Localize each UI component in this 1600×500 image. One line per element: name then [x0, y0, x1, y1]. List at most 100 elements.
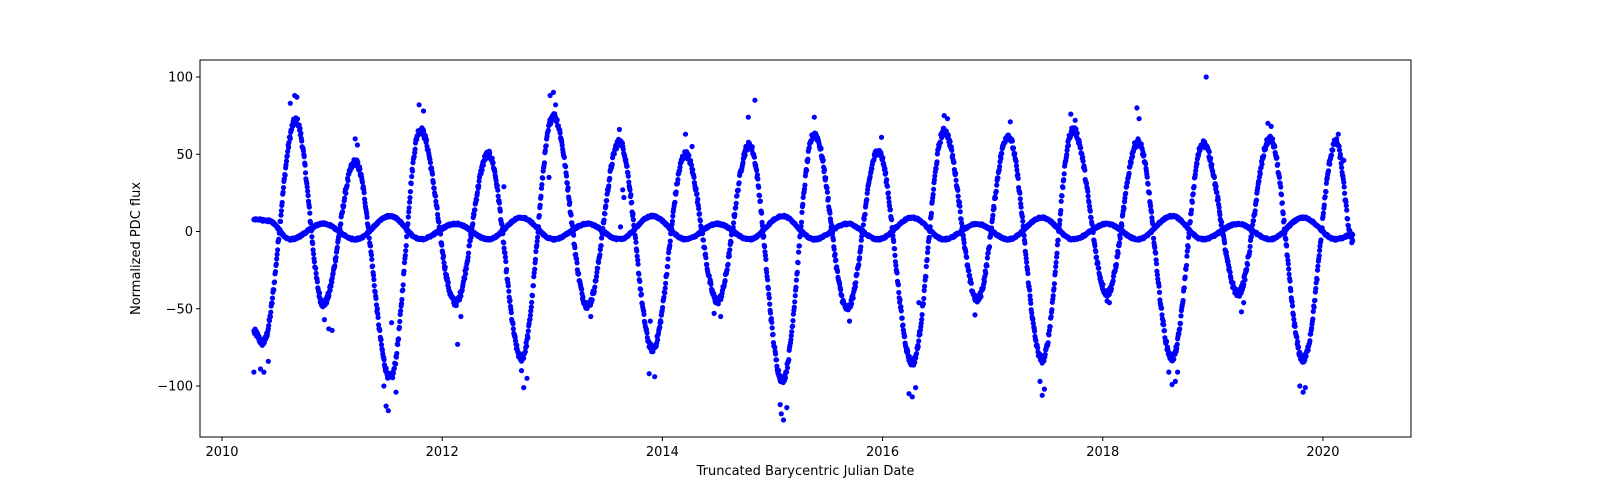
data-point: [313, 270, 319, 276]
data-point: [915, 344, 921, 350]
data-point: [1159, 312, 1165, 318]
data-point: [1141, 152, 1147, 158]
data-point: [524, 343, 530, 349]
data-point: [333, 254, 339, 261]
data-point: [530, 283, 537, 289]
data-point: [1182, 274, 1188, 280]
data-point: [591, 288, 597, 294]
data-point: [727, 247, 733, 253]
data-point: [995, 175, 1001, 181]
data-point: [1061, 171, 1067, 177]
data-point: [725, 261, 731, 267]
data-point: [1022, 240, 1028, 246]
data-point: [501, 245, 507, 251]
data-point: [1065, 142, 1071, 148]
data-point: [790, 318, 796, 324]
data-point: [1092, 243, 1098, 249]
data-point: [923, 263, 929, 270]
data-point: [503, 258, 509, 265]
data-point: [593, 278, 599, 284]
data-point: [853, 280, 859, 286]
data-point: [675, 177, 681, 183]
data-point: [403, 243, 409, 249]
data-point: [782, 375, 789, 381]
data-point: [607, 175, 613, 181]
data-point: [1343, 203, 1349, 209]
data-point: [1023, 255, 1029, 261]
data-point: [994, 182, 1000, 188]
data-point: [381, 357, 387, 363]
data-point: [361, 190, 367, 196]
data-point: [1248, 234, 1254, 240]
data-point: [278, 208, 284, 214]
data-point: [1030, 316, 1036, 322]
data-point: [673, 189, 679, 195]
data-point: [820, 157, 826, 163]
data-point: [280, 189, 286, 195]
data-point: [762, 244, 768, 250]
data-point: [302, 170, 309, 176]
data-point: [999, 151, 1005, 157]
data-point: [1315, 263, 1321, 269]
data-point: [925, 249, 931, 255]
data-point: [1287, 278, 1293, 284]
data-point: [1054, 242, 1060, 248]
data-point: [895, 282, 902, 288]
data-point: [630, 211, 636, 217]
data-point: [1164, 338, 1170, 345]
data-point: [1283, 236, 1289, 242]
data-point: [409, 173, 415, 180]
data-point: [324, 300, 330, 306]
data-point: [1145, 181, 1151, 187]
data-point: [702, 245, 708, 251]
data-point: [439, 242, 445, 248]
data-point: [294, 116, 301, 122]
data-point: [993, 188, 999, 194]
data-point: [951, 159, 957, 165]
data-point: [1323, 189, 1329, 195]
data-point: [1286, 271, 1292, 277]
data-point: [947, 139, 953, 145]
data-point: [898, 308, 904, 314]
data-point: [838, 287, 844, 293]
data-point: [1247, 243, 1253, 250]
data-point: [1080, 154, 1086, 160]
data-point: [1311, 304, 1317, 310]
data-point: [1023, 251, 1029, 258]
data-point: [634, 248, 640, 254]
data-point: [532, 266, 538, 272]
data-point: [735, 187, 741, 193]
data-point: [370, 272, 377, 278]
data-point: [502, 254, 508, 260]
data-point: [1184, 253, 1190, 259]
data-point: [399, 296, 405, 303]
data-point: [545, 127, 551, 133]
data-point: [1244, 262, 1251, 268]
data-point: [311, 259, 317, 265]
data-point: [1327, 161, 1333, 167]
data-point: [805, 156, 811, 162]
data-point: [789, 329, 795, 335]
data-point: [884, 177, 890, 183]
data-point: [508, 310, 514, 316]
data-point: [369, 256, 375, 262]
data-point: [1123, 190, 1129, 196]
data-point: [742, 152, 748, 158]
data-point: [542, 148, 548, 154]
data-point: [956, 199, 963, 205]
data-point: [886, 195, 892, 201]
data-point: [541, 160, 548, 166]
data-point: [795, 260, 801, 266]
data-point: [528, 308, 534, 314]
data-point: [667, 238, 673, 244]
data-point: [1280, 211, 1286, 217]
data-point: [1247, 249, 1253, 255]
data-point: [268, 309, 274, 315]
data-point: [445, 279, 451, 285]
data-point: [494, 183, 500, 189]
data-point: [1177, 326, 1183, 332]
data-point: [427, 160, 433, 166]
data-point: [1272, 144, 1278, 150]
data-point: [919, 316, 925, 323]
data-point: [677, 164, 683, 170]
